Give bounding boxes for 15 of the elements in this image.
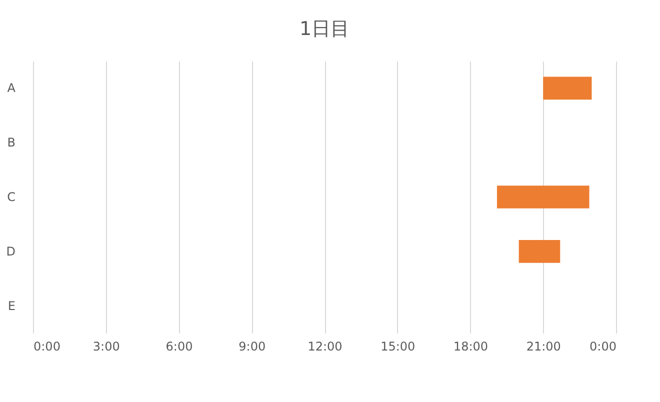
x-tick-label: 9:00 <box>238 340 266 354</box>
x-tick-label: 6:00 <box>166 340 193 354</box>
x-tick-label: 0:00 <box>34 340 60 354</box>
y-tick-label: B <box>7 136 16 150</box>
x-tick-label: 18:00 <box>453 340 488 354</box>
x-tick-label: 15:00 <box>380 340 416 354</box>
x-tick-label: 3:00 <box>92 340 120 354</box>
y-tick-label: A <box>7 81 16 96</box>
x-tick-label: 12:00 <box>308 340 342 354</box>
x-tick-label: 0:00 <box>590 340 616 354</box>
y-tick-label: D <box>6 244 16 258</box>
chart-title: 1日目 <box>299 18 350 40</box>
x-tick-label: 21:00 <box>526 340 561 354</box>
y-tick-label: C <box>7 190 16 204</box>
y-tick-label: E <box>8 298 16 313</box>
